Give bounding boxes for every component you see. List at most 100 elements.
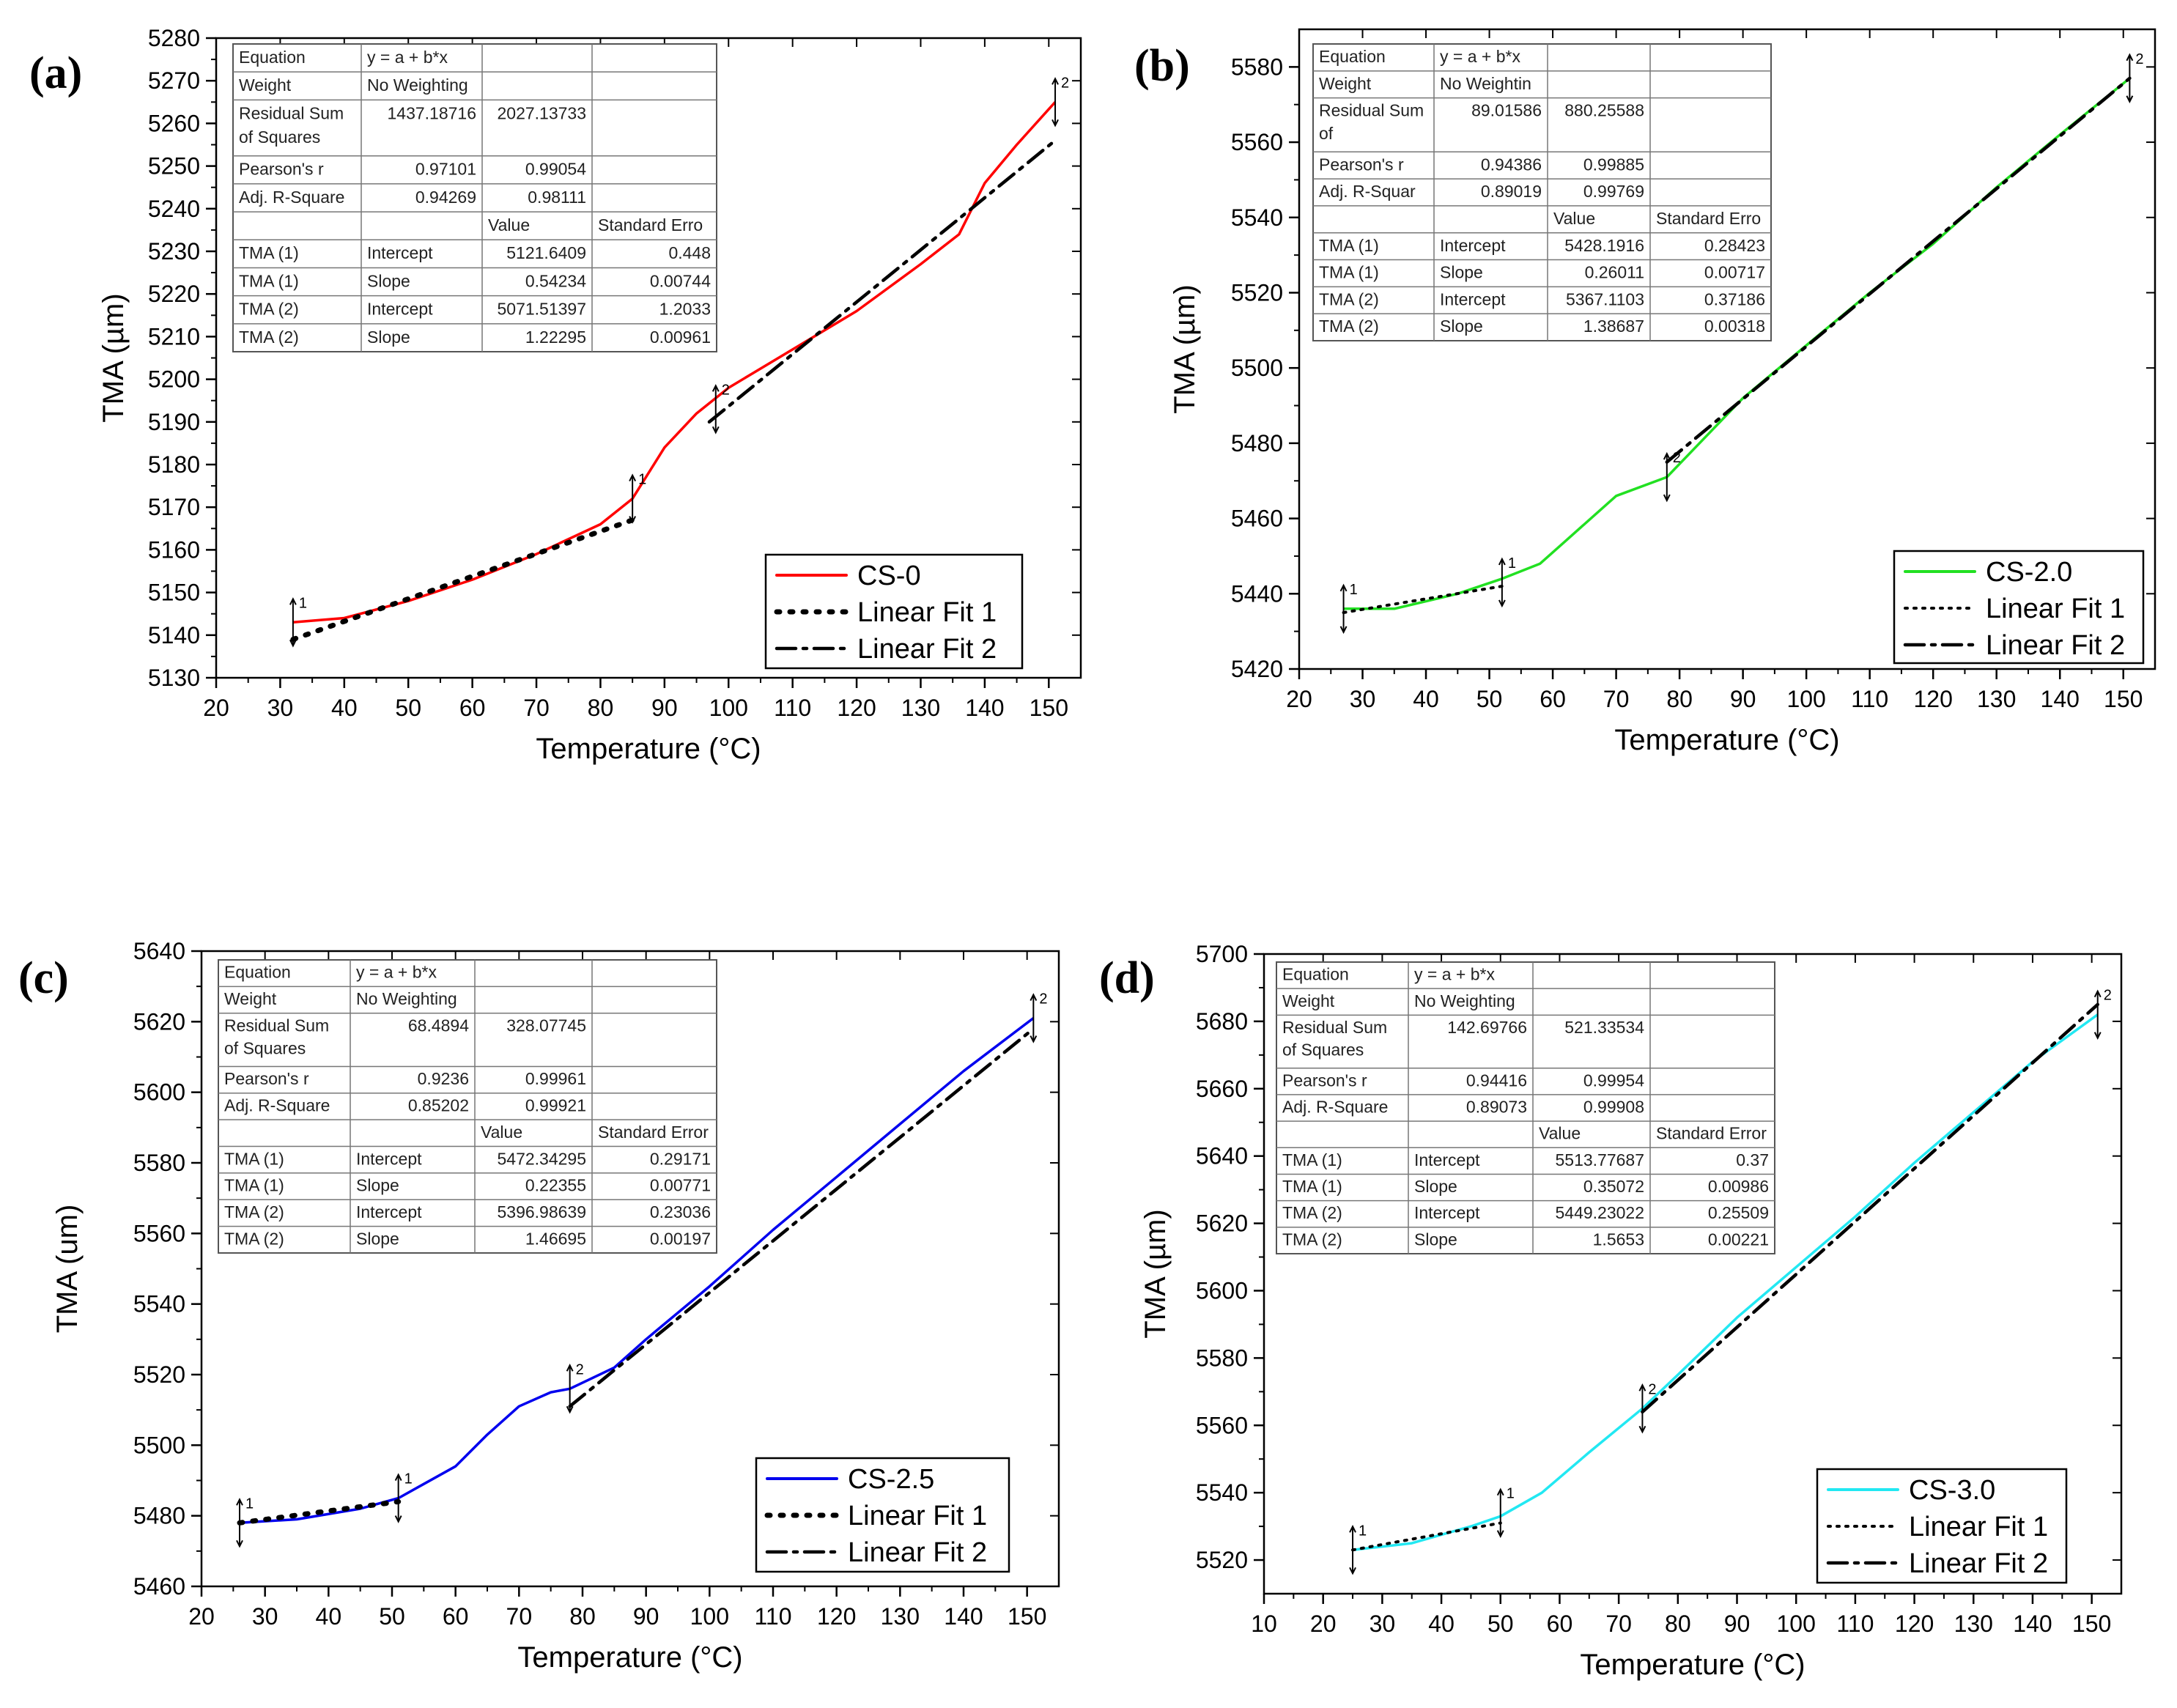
range-marker: 2 [1051, 75, 1069, 127]
range-marker: 1 [1339, 582, 1358, 635]
x-tick-label: 20 [1310, 1611, 1337, 1637]
x-tick-label: 30 [1350, 686, 1376, 712]
stats-table-cell: TMA (2) [239, 300, 299, 319]
stats-table-cell: 5121.6409 [506, 243, 586, 262]
x-tick-label: 100 [1786, 686, 1825, 712]
stats-table-cell: 0.00771 [650, 1176, 711, 1195]
legend: CS-3.0 Linear Fit 1 Linear Fit 2 [1816, 1468, 2068, 1584]
stats-table-cell: Adj. R-Squar [1319, 182, 1416, 201]
x-axis-label: Temperature (°C) [1614, 724, 1839, 756]
y-tick-label: 5420 [1231, 656, 1283, 682]
x-tick-label: 130 [881, 1603, 920, 1630]
range-marker: 1 [289, 595, 307, 648]
stats-table-cell: 0.00221 [1708, 1230, 1769, 1249]
stats-table-cell: TMA (2) [1319, 317, 1379, 336]
x-axis-label: Temperature (°C) [517, 1641, 742, 1674]
stats-table-cell: 0.37186 [1704, 289, 1765, 308]
x-tick-label: 90 [1730, 686, 1756, 712]
range-marker: 2 [1663, 450, 1681, 503]
stats-table-cell: Equation [1319, 47, 1386, 66]
y-tick-label: 5230 [148, 238, 200, 265]
x-tick-label: 140 [965, 695, 1004, 721]
stats-table-cell: Pearson's r [1319, 155, 1404, 174]
x-tick-label: 30 [1370, 1611, 1396, 1637]
stats-table-cell: 5367.1103 [1566, 289, 1644, 308]
y-tick-label: 5210 [148, 323, 200, 350]
stats-table-cell: Standard Erro [1656, 209, 1761, 228]
linear-fit-1-line [290, 517, 635, 643]
x-tick-label: 70 [1603, 686, 1630, 712]
stats-table: Equation y = a + b*x Weight No Weighting Res… [218, 959, 717, 1254]
linear-fit-2-line [1641, 1002, 2099, 1414]
range-marker-label: 2 [2135, 51, 2143, 67]
stats-table-cell: No Weighting [1414, 991, 1515, 1010]
range-marker: 2 [1030, 991, 1047, 1043]
stats-table-cell: Weight [1282, 991, 1335, 1010]
stats-table-cell: 0.25509 [1708, 1203, 1769, 1222]
x-tick-label: 80 [1665, 1611, 1691, 1637]
stats-table-cell: TMA (1) [1282, 1150, 1342, 1169]
x-tick-label: 30 [267, 695, 294, 721]
stats-table-cell: 0.00744 [650, 271, 711, 290]
y-tick-label: 5250 [148, 153, 200, 180]
stats-table-cell: Pearson's r [1282, 1071, 1367, 1090]
stats-table-cell: No Weighting [367, 75, 468, 95]
legend-entry: Linear Fit 2 [857, 634, 997, 665]
y-tick-label: 5520 [133, 1361, 185, 1388]
stats-table-cell: 142.69766 [1447, 1018, 1527, 1037]
stats-table-cell: 0.23036 [650, 1202, 711, 1221]
range-marker-label: 1 [245, 1496, 254, 1512]
y-tick-label: 5480 [1231, 430, 1283, 456]
range-marker-label: 1 [1507, 1486, 1515, 1502]
y-tick-label: 5560 [1231, 129, 1283, 155]
x-tick-label: 80 [569, 1603, 596, 1630]
x-tick-label: 150 [1008, 1603, 1046, 1630]
range-marker-label: 2 [1648, 1381, 1656, 1397]
stats-table-cell: 0.99908 [1583, 1098, 1644, 1117]
range-marker-label: 1 [404, 1471, 413, 1487]
stats-table-cell: Residual Sum of [1319, 101, 1424, 143]
x-tick-label: 60 [1547, 1611, 1573, 1637]
x-tick-label: 40 [331, 695, 358, 721]
range-marker-label: 2 [1673, 450, 1681, 466]
stats-table-cell: 1.46695 [525, 1229, 586, 1248]
x-tick-label: 140 [2013, 1611, 2052, 1637]
y-tick-label: 5580 [133, 1150, 185, 1176]
y-tick-label: 5170 [148, 494, 200, 520]
x-tick-label: 130 [901, 695, 940, 721]
stats-table-cell: 1.38687 [1583, 317, 1644, 336]
x-tick-label: 100 [709, 695, 748, 721]
x-tick-label: 80 [1666, 686, 1693, 712]
legend: CS-0 Linear Fit 1 Linear Fit 2 [764, 553, 1024, 670]
y-tick-label: 5520 [1231, 279, 1283, 306]
stats-table-cell: Value [488, 215, 530, 234]
x-axis-label: Temperature (°C) [536, 733, 761, 765]
x-tick-label: 20 [203, 695, 229, 721]
stats-table-cell: Equation [239, 48, 306, 67]
stats-table-cell: Intercept [1414, 1150, 1480, 1169]
stats-table-cell: 0.98111 [528, 188, 586, 207]
range-marker: 2 [1638, 1381, 1657, 1434]
linear-fit-2-line [707, 138, 1057, 424]
stats-table-frame [232, 43, 717, 352]
chart-panel-b: (b) 20 30 40 50 60 70 80 90 100 110 120 130 140 150 542… [1134, 28, 2156, 756]
range-marker-label: 1 [299, 595, 307, 611]
stats-table-cell: 5396.98639 [497, 1202, 586, 1221]
legend: CS-2.0 Linear Fit 1 Linear Fit 2 [1893, 550, 2145, 665]
y-tick-label: 5260 [148, 110, 200, 136]
y-axis-label: TMA (µm) [1139, 1209, 1172, 1338]
stats-table-cell: 5472.34295 [497, 1149, 586, 1168]
x-tick-label: 50 [1476, 686, 1503, 712]
stats-table-cell: 328.07745 [506, 1016, 586, 1035]
stats-table-cell: 0.99921 [525, 1096, 586, 1115]
range-marker-label: 1 [638, 472, 646, 488]
stats-table-cell: 0.99054 [525, 160, 586, 179]
range-marker: 2 [712, 382, 730, 435]
y-tick-label: 5160 [148, 536, 200, 563]
stats-table-cell: Value [1553, 209, 1595, 228]
panel-label: (c) [18, 953, 69, 1003]
stats-table-cell: 1437.18716 [387, 103, 476, 122]
stats-table-cell: y = a + b*x [1440, 47, 1520, 66]
stats-table-cell: Weight [1319, 74, 1372, 93]
x-tick-label: 40 [316, 1603, 342, 1630]
